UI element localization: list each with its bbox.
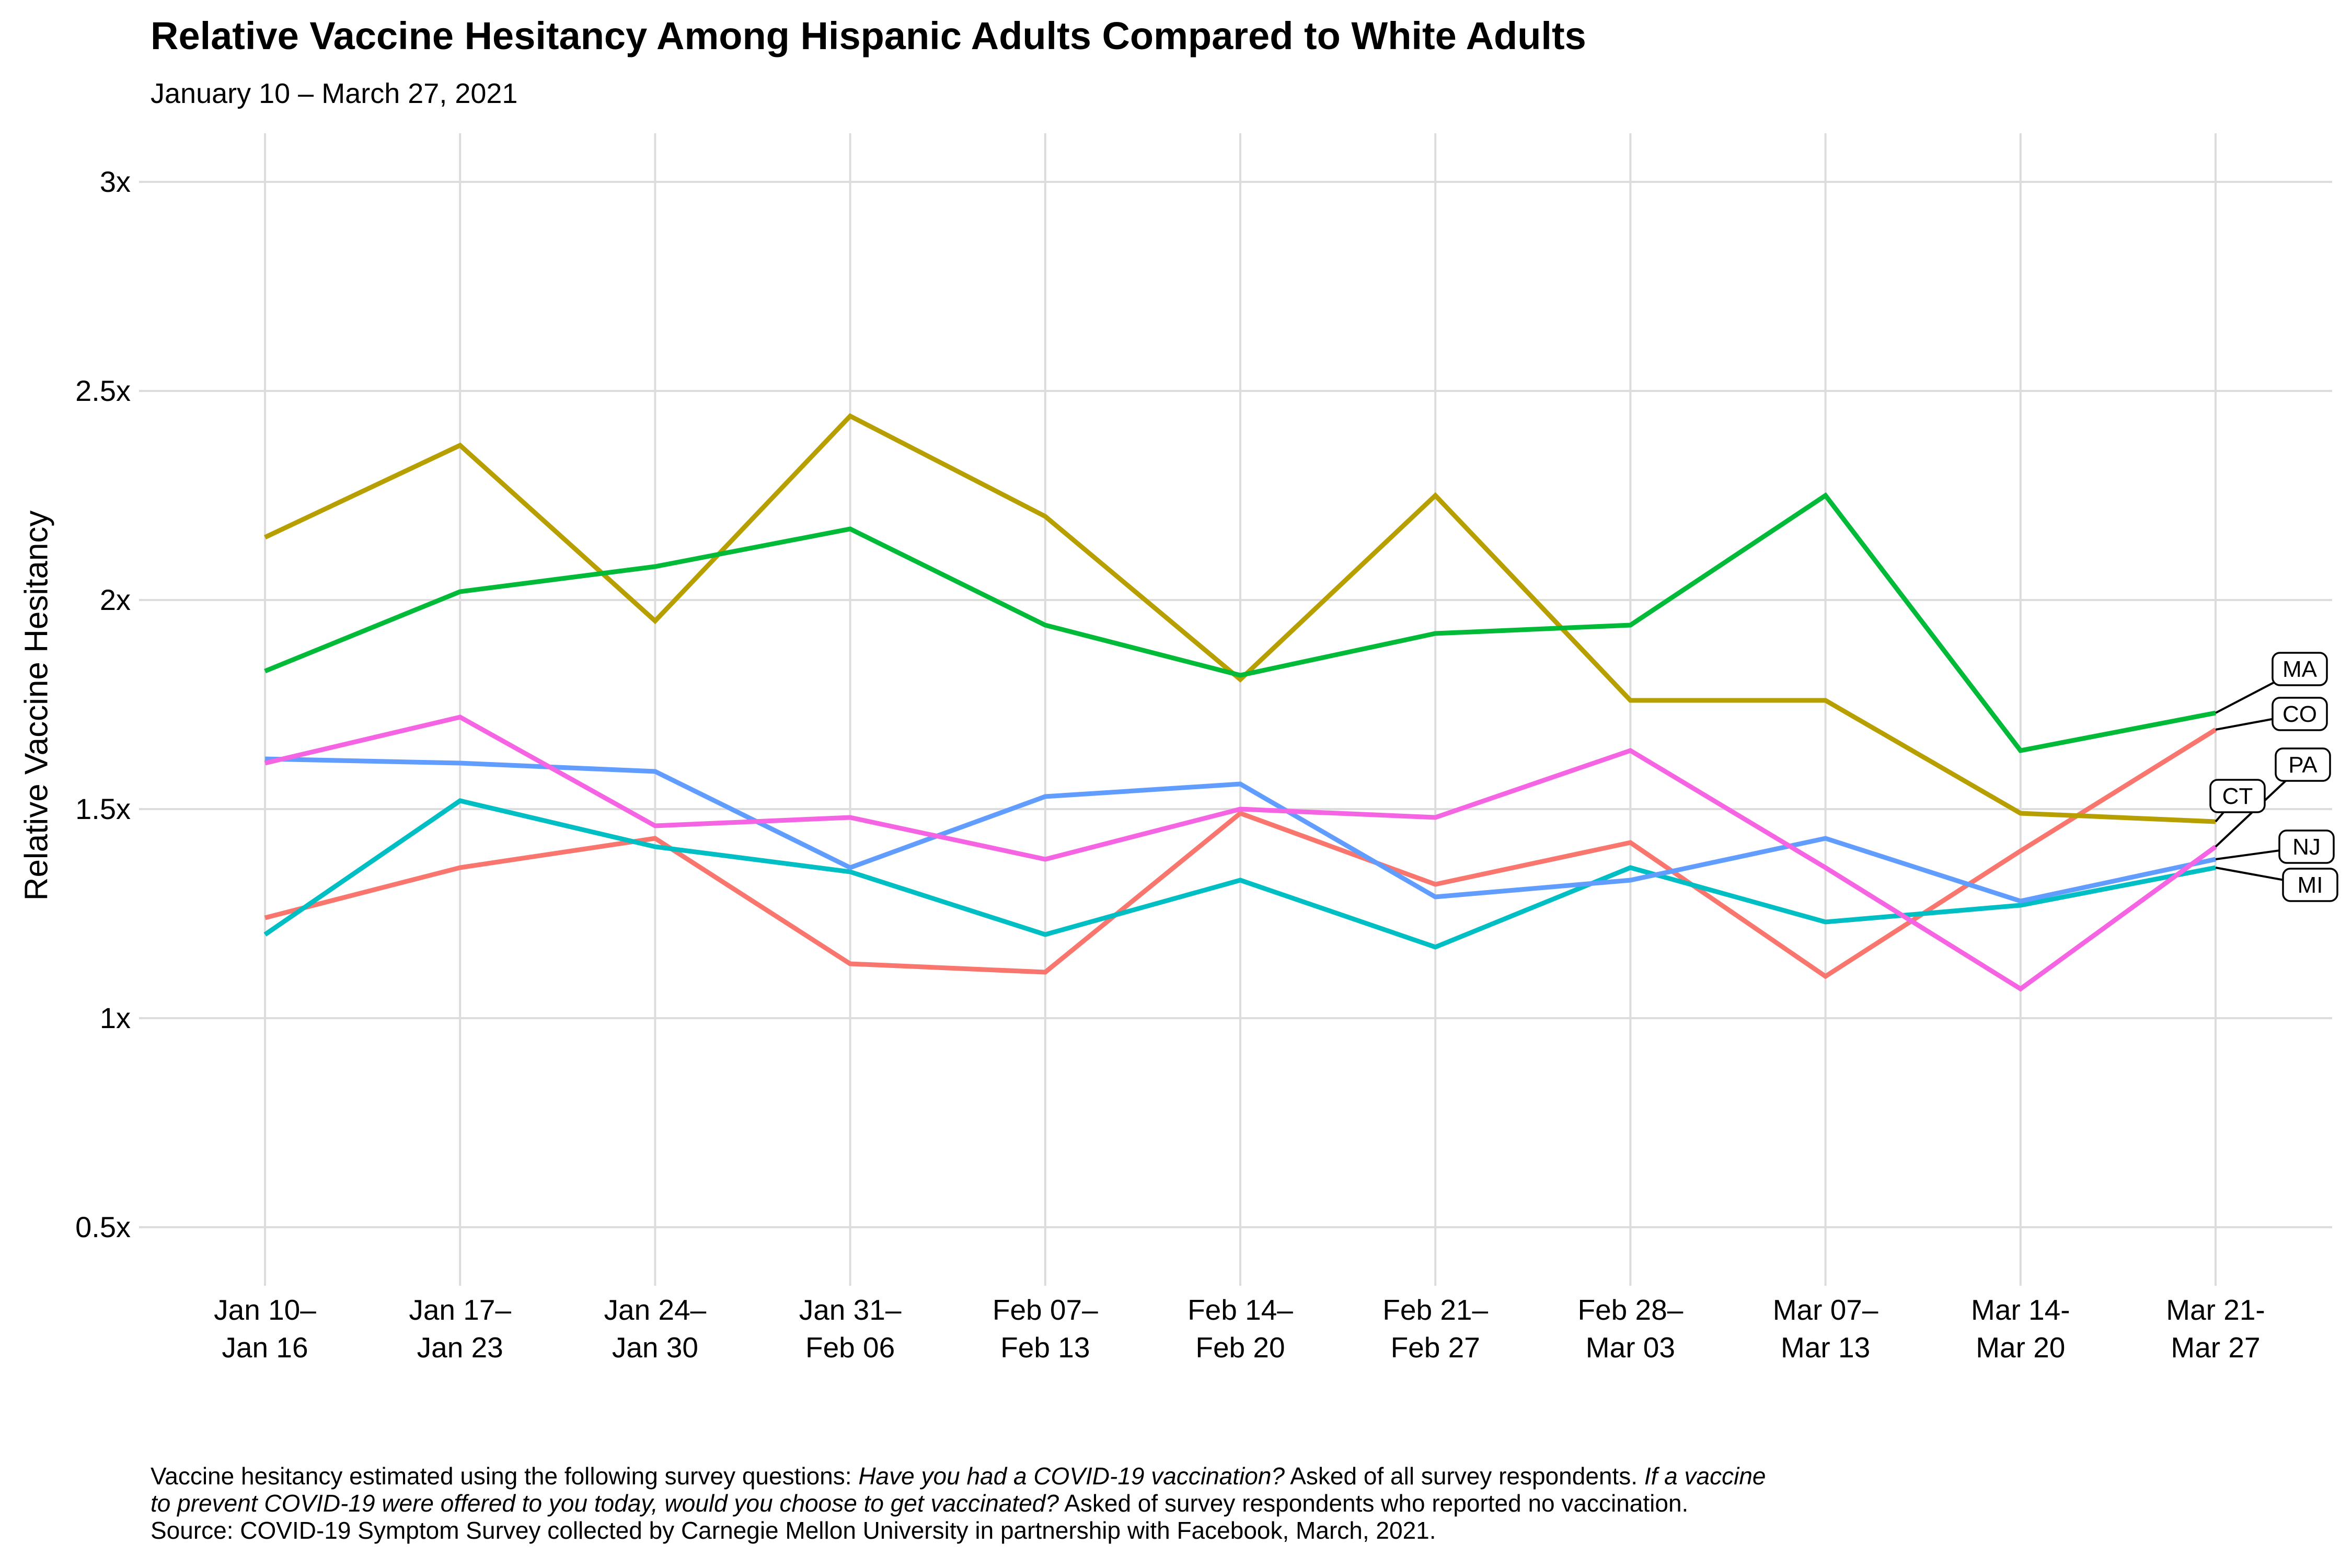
x-tick-label-line1: Feb 14– [1187,1294,1293,1326]
x-tick-label-line1: Feb 07– [993,1294,1098,1326]
series-line-MI [263,798,2216,950]
footnote-run: Asked of survey respondents who reported… [1058,1490,1689,1517]
series-label-box-MI [2282,868,2338,902]
x-tick-label-line2: Mar 13 [1781,1331,1870,1364]
series-label-box-PA [2275,747,2331,782]
footnote-run: Asked of all survey respondents. [1285,1462,1644,1490]
x-tick-label-line2: Feb 20 [1195,1331,1285,1364]
x-tick-label-line2: Jan 16 [222,1331,308,1364]
series-label-text-PA: PA [2288,752,2318,778]
series-label-text-CT: CT [2222,783,2253,809]
x-tick-label-line1: Mar 07– [1773,1294,1878,1326]
series-label-box-MA [2272,652,2328,686]
x-axis-tick-labels: Jan 10– Jan 16 Jan 17– Jan 23 Jan 24– Jan 30 J… [214,1294,2265,1364]
x-tick-label-line1: Mar 14- [1971,1294,2070,1326]
x-tick-label-line2: Mar 20 [1976,1331,2065,1364]
y-axis-tick-labels: 3x 2.5x 2x 1.5x 1x 0.5x [75,165,131,1243]
footnote-line-1: Vaccine hesitancy estimated using the fo… [151,1462,1766,1490]
footnote-italic-run: to prevent COVID-19 were offered to you … [151,1490,1059,1517]
y-tick-label: 3x [100,165,131,198]
x-tick-label-line1: Feb 28– [1577,1294,1683,1326]
y-tick-label: 0.5x [75,1210,131,1243]
series-line-CT [264,413,2216,824]
x-tick-label-line1: Jan 10– [214,1294,316,1326]
chart-title: Relative Vaccine Hesitancy Among Hispani… [151,14,1586,57]
gridlines [139,133,2332,1286]
series-label-text-MA: MA [2282,656,2318,682]
footnote-italic-run: If a vaccine [1644,1462,1766,1490]
series-label-box-NJ [2278,829,2335,864]
series-line-NJ [264,756,2216,904]
series-label-boxes: CO CT MA MI NJ PA [2209,652,2338,902]
x-tick-label-line1: Jan 17– [409,1294,511,1326]
x-tick-label-line2: Feb 06 [805,1331,895,1364]
footnote: Vaccine hesitancy estimated using the fo… [151,1462,1766,1544]
y-tick-label: 2x [100,583,131,616]
x-tick-label-line2: Mar 27 [2171,1331,2260,1364]
series-label-text-CO: CO [2282,701,2317,727]
series-label-box-CO [2272,697,2328,731]
series-line-MA [264,492,2216,753]
y-tick-label: 1x [100,1001,131,1034]
x-tick-label-line2: Feb 13 [1000,1331,1090,1364]
y-tick-label: 2.5x [75,374,131,407]
x-tick-label-line2: Mar 03 [1586,1331,1675,1364]
series-label-text-MI: MI [2298,872,2323,898]
x-tick-label-line1: Jan 24– [604,1294,707,1326]
footnote-run: Source: COVID-19 Symptom Survey collecte… [151,1517,1436,1544]
x-tick-label-line1: Jan 31– [799,1294,902,1326]
series-line-CO [264,728,2217,979]
footnote-run: Vaccine hesitancy estimated using the fo… [151,1462,859,1490]
series-lines [263,413,2217,992]
footnote-line-2: to prevent COVID-19 were offered to you … [151,1490,1766,1517]
footnote-italic-run: Have you had a COVID-19 vaccination? [858,1462,1285,1490]
footnote-line-3: Source: COVID-19 Symptom Survey collecte… [151,1517,1766,1544]
chart-subtitle: January 10 – March 27, 2021 [151,78,518,109]
series-label-box-CT [2209,779,2266,813]
y-tick-label: 1.5x [75,792,131,825]
x-tick-label-line2: Jan 23 [417,1331,503,1364]
x-tick-label-line1: Feb 21– [1382,1294,1488,1326]
series-line-PA [264,714,2217,992]
x-tick-label-line1: Mar 21- [2166,1294,2265,1326]
x-tick-label-line2: Jan 30 [612,1331,698,1364]
x-tick-label-line2: Feb 27 [1391,1331,1480,1364]
series-label-text-NJ: NJ [2292,834,2321,860]
